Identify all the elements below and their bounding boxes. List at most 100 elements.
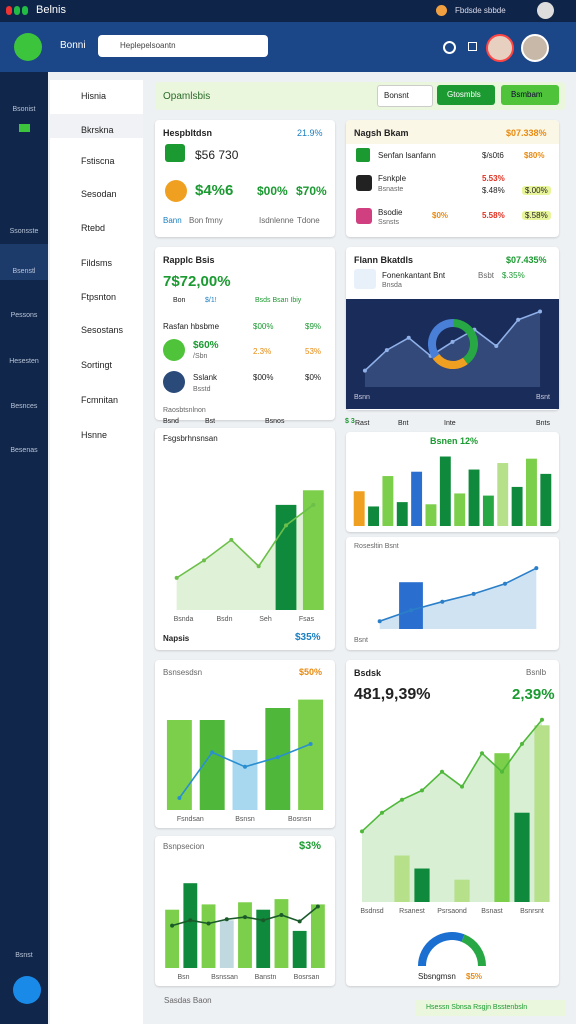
x-label: Bsnsn: [235, 816, 255, 823]
menu-item[interactable]: Sortingt: [81, 360, 113, 370]
nav-label[interactable]: Pessons: [10, 312, 38, 319]
donut-segment: [432, 353, 468, 369]
footer-banner: Hsessn Sbnsa Rsgjn Bsstenbsln: [416, 1000, 566, 1016]
row-name: Rasfan hbsbme: [163, 322, 220, 331]
row-sub: Bsstd: [193, 386, 211, 393]
footer-text: Bnts: [536, 420, 551, 427]
row-value: $00%: [253, 322, 274, 331]
nav-label[interactable]: Bsenstl: [12, 268, 36, 275]
point: [210, 750, 215, 755]
icon-sidebar: Bsonist Ssonsste Bsenstl Pessons Heseste…: [0, 72, 48, 1024]
x-label: Bsdn: [217, 616, 233, 623]
row-value: $00%: [253, 373, 274, 382]
nav-label[interactable]: Hesesten: [9, 358, 39, 365]
menu-item[interactable]: Bkrskna: [81, 125, 114, 135]
avatar[interactable]: [537, 2, 554, 19]
avatar[interactable]: [521, 34, 549, 62]
point: [520, 741, 524, 746]
card-title: Fsgsbrhnsnsan: [163, 434, 218, 443]
row-value: $9%: [305, 322, 322, 331]
point: [534, 566, 539, 571]
nav-label[interactable]: Besnces: [10, 403, 38, 410]
bar: [302, 490, 324, 610]
nav-icon[interactable]: [19, 124, 30, 132]
bar: [534, 725, 550, 902]
search-icon[interactable]: [443, 41, 456, 54]
point: [494, 344, 499, 348]
menu-item[interactable]: Hisnia: [81, 91, 107, 101]
dropdown[interactable]: Bonsnt: [377, 85, 433, 107]
nav-label[interactable]: Bsonist: [12, 106, 36, 113]
nav-label[interactable]: Besenas: [10, 447, 38, 454]
card: Hespbltdsn 21.9% $56 730 $4%6 $00% $70% …: [155, 120, 335, 237]
menu-item[interactable]: Sesodan: [81, 189, 117, 199]
app-name: Belnis: [36, 4, 66, 16]
point: [420, 788, 424, 793]
chart: [362, 309, 543, 387]
row-value: 2.3%: [253, 347, 272, 356]
icon[interactable]: [468, 42, 477, 51]
header-label: $ 3: [345, 418, 355, 425]
donut-segment: [452, 319, 478, 365]
x-label: Bosnsn: [288, 816, 311, 823]
menu-item[interactable]: Fstiscna: [81, 156, 115, 166]
footer-text: Isdnlenne: [259, 216, 294, 225]
toolbar-title: Opamlsbis: [163, 91, 211, 102]
footer-text: Hsessn Sbnsa Rsgjn Bsstenbsln: [426, 1004, 528, 1011]
point: [406, 335, 411, 340]
bar: [454, 493, 466, 526]
menu-button[interactable]: [14, 33, 42, 61]
menu-item[interactable]: Hsnne: [81, 430, 108, 440]
nav-label[interactable]: Bsnst: [15, 952, 33, 959]
menu-item[interactable]: Fcmnitan: [81, 395, 119, 405]
button[interactable]: Bsmbam: [501, 85, 559, 105]
donut-segment: [461, 934, 486, 967]
card-title: Flann Bkatdls: [354, 255, 414, 265]
nav-label[interactable]: Ssonsste: [9, 228, 39, 235]
card: Rosesltin Bsnt Bsnt: [346, 537, 559, 650]
icon: [356, 175, 372, 191]
card: Bsnen 12%: [346, 432, 559, 532]
point: [243, 915, 247, 920]
bar: [411, 471, 423, 526]
row-value: 5.58%: [482, 211, 505, 220]
header-label: Bst: [205, 418, 216, 425]
bar: [292, 930, 307, 968]
menu-item[interactable]: Rtebd: [81, 223, 106, 233]
menu-item[interactable]: Ftpsnton: [81, 292, 117, 302]
icon: [165, 180, 187, 202]
meta: Bon: [173, 297, 186, 304]
side-menu: Hisnia Bkrskna Fstiscna Sesodan Rtebd Fi…: [50, 80, 143, 1024]
icon[interactable]: [436, 5, 447, 16]
point: [202, 558, 206, 563]
status-bar: Belnis Fbdsde sbbde: [0, 0, 576, 22]
chart-label: Bsnn: [354, 394, 370, 401]
stat: $70%: [296, 184, 327, 198]
point: [224, 917, 229, 922]
point: [500, 769, 504, 774]
icon: [163, 339, 185, 361]
menu-item[interactable]: Sesostans: [81, 325, 124, 335]
bar: [310, 904, 325, 968]
row-value: $0%: [305, 373, 322, 382]
fab[interactable]: [13, 976, 41, 1004]
footer-text: Bon fmny: [189, 216, 223, 225]
donut-segment: [418, 932, 465, 967]
donut-label: Sbsngmsn: [418, 972, 456, 981]
card-title: Rosesltin Bsnt: [354, 543, 399, 550]
avatar[interactable]: [486, 34, 514, 62]
avatar: [163, 371, 185, 393]
footer-link[interactable]: Bann: [163, 216, 182, 225]
point: [480, 751, 484, 756]
stat: $00%: [257, 184, 288, 198]
donut: [428, 319, 478, 369]
menu-item[interactable]: Fildsms: [81, 258, 112, 268]
button-label: Gtosmbls: [447, 90, 481, 99]
button[interactable]: Gtosmbls: [437, 85, 495, 105]
card: Rapplc Bsis 7$72,00% Bon $/1! Bsds Bsan …: [155, 247, 335, 420]
chart: Bsnda Bsdn Seh Fsas: [174, 490, 324, 623]
meta: $/1!: [205, 297, 217, 304]
point: [380, 810, 384, 815]
bar: [256, 909, 271, 968]
search-box[interactable]: Heplepelsoantn: [98, 35, 268, 57]
